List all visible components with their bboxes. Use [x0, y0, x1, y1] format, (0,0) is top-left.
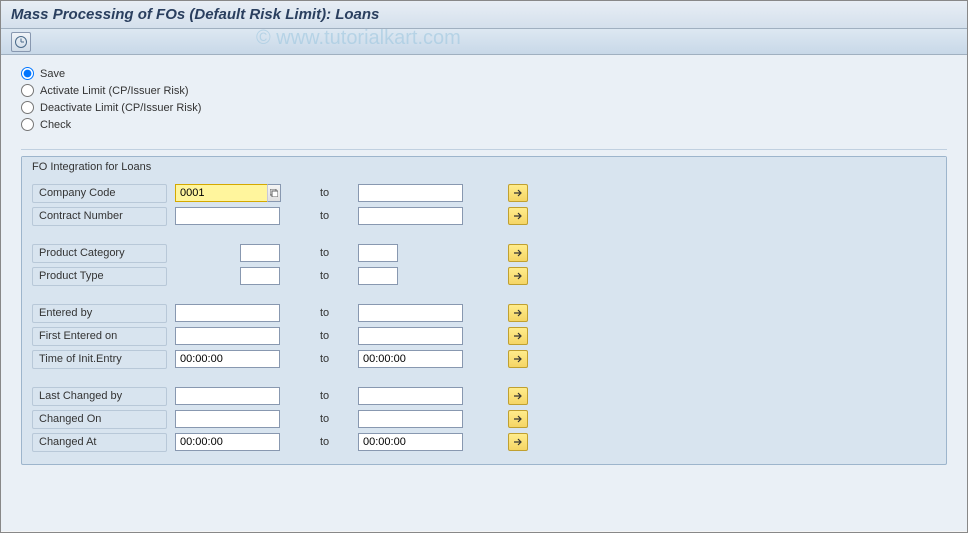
multi-last-changed-by[interactable]: [508, 387, 528, 405]
row-product-category: Product Category to: [32, 242, 936, 264]
arrow-right-icon: [512, 391, 524, 401]
row-time-init-entry: Time of Init.Entry to: [32, 348, 936, 370]
radio-check[interactable]: [21, 118, 34, 131]
to-product-type: to: [320, 270, 350, 282]
input-contract-number-to[interactable]: [358, 207, 463, 225]
f4-company-code[interactable]: [267, 184, 281, 202]
input-product-category-to[interactable]: [358, 244, 398, 262]
multi-first-entered-on[interactable]: [508, 327, 528, 345]
radio-activate[interactable]: [21, 84, 34, 97]
arrow-right-icon: [512, 414, 524, 424]
arrow-right-icon: [512, 354, 524, 364]
input-product-type-from[interactable]: [240, 267, 280, 285]
multi-entered-by[interactable]: [508, 304, 528, 322]
page-title: Mass Processing of FOs (Default Risk Lim…: [11, 6, 379, 23]
to-company-code: to: [320, 187, 350, 199]
groupbox-title: FO Integration for Loans: [22, 157, 946, 178]
input-time-init-entry-from[interactable]: [175, 350, 280, 368]
radio-check-row: Check: [21, 118, 947, 131]
multi-company-code[interactable]: [508, 184, 528, 202]
to-entered-by: to: [320, 307, 350, 319]
input-product-category-from[interactable]: [240, 244, 280, 262]
radio-check-label: Check: [40, 119, 71, 131]
input-product-type-to[interactable]: [358, 267, 398, 285]
content-area: © www.tutorialkart.com Save Activate Lim…: [1, 55, 967, 531]
row-changed-on: Changed On to: [32, 408, 936, 430]
to-changed-on: to: [320, 413, 350, 425]
toolbar: [1, 29, 967, 55]
input-last-changed-by-to[interactable]: [358, 387, 463, 405]
radio-deactivate[interactable]: [21, 101, 34, 114]
radio-deactivate-label: Deactivate Limit (CP/Issuer Risk): [40, 102, 201, 114]
radio-save-label: Save: [40, 68, 65, 80]
to-changed-at: to: [320, 436, 350, 448]
to-contract-number: to: [320, 210, 350, 222]
row-company-code: Company Code to: [32, 182, 936, 204]
input-last-changed-by-from[interactable]: [175, 387, 280, 405]
multi-product-category[interactable]: [508, 244, 528, 262]
input-company-code-to[interactable]: [358, 184, 463, 202]
divider: [21, 149, 947, 150]
arrow-right-icon: [512, 437, 524, 447]
to-last-changed-by: to: [320, 390, 350, 402]
arrow-right-icon: [512, 271, 524, 281]
radio-save[interactable]: [21, 67, 34, 80]
radio-activate-label: Activate Limit (CP/Issuer Risk): [40, 85, 189, 97]
arrow-right-icon: [512, 331, 524, 341]
input-contract-number-from[interactable]: [175, 207, 280, 225]
input-changed-on-to[interactable]: [358, 410, 463, 428]
radio-save-row: Save: [21, 67, 947, 80]
to-time-init-entry: to: [320, 353, 350, 365]
row-changed-at: Changed At to: [32, 431, 936, 453]
multi-time-init-entry[interactable]: [508, 350, 528, 368]
multi-changed-on[interactable]: [508, 410, 528, 428]
groupbox-body: Company Code to Contract Number to: [22, 178, 946, 464]
label-entered-by: Entered by: [32, 304, 167, 323]
multi-changed-at[interactable]: [508, 433, 528, 451]
search-help-icon: [270, 189, 278, 197]
arrow-right-icon: [512, 248, 524, 258]
row-contract-number: Contract Number to: [32, 205, 936, 227]
label-company-code: Company Code: [32, 184, 167, 203]
input-time-init-entry-to[interactable]: [358, 350, 463, 368]
label-contract-number: Contract Number: [32, 207, 167, 226]
label-last-changed-by: Last Changed by: [32, 387, 167, 406]
label-changed-at: Changed At: [32, 433, 167, 452]
multi-product-type[interactable]: [508, 267, 528, 285]
to-first-entered-on: to: [320, 330, 350, 342]
action-radio-group: Save Activate Limit (CP/Issuer Risk) Dea…: [21, 67, 947, 131]
input-company-code-from[interactable]: [175, 184, 280, 202]
label-first-entered-on: First Entered on: [32, 327, 167, 346]
arrow-right-icon: [512, 308, 524, 318]
input-entered-by-from[interactable]: [175, 304, 280, 322]
to-product-category: to: [320, 247, 350, 259]
radio-activate-row: Activate Limit (CP/Issuer Risk): [21, 84, 947, 97]
clock-icon: [14, 35, 28, 49]
row-last-changed-by: Last Changed by to: [32, 385, 936, 407]
row-entered-by: Entered by to: [32, 302, 936, 324]
input-changed-at-from[interactable]: [175, 433, 280, 451]
input-changed-on-from[interactable]: [175, 410, 280, 428]
label-product-type: Product Type: [32, 267, 167, 286]
label-product-category: Product Category: [32, 244, 167, 263]
input-first-entered-on-from[interactable]: [175, 327, 280, 345]
label-changed-on: Changed On: [32, 410, 167, 429]
multi-contract-number[interactable]: [508, 207, 528, 225]
input-changed-at-to[interactable]: [358, 433, 463, 451]
input-first-entered-on-to[interactable]: [358, 327, 463, 345]
title-bar: Mass Processing of FOs (Default Risk Lim…: [1, 1, 967, 29]
label-time-init-entry: Time of Init.Entry: [32, 350, 167, 369]
radio-deactivate-row: Deactivate Limit (CP/Issuer Risk): [21, 101, 947, 114]
row-first-entered-on: First Entered on to: [32, 325, 936, 347]
input-entered-by-to[interactable]: [358, 304, 463, 322]
fo-integration-groupbox: FO Integration for Loans Company Code to: [21, 156, 947, 465]
arrow-right-icon: [512, 211, 524, 221]
execute-button[interactable]: [11, 32, 31, 52]
arrow-right-icon: [512, 188, 524, 198]
row-product-type: Product Type to: [32, 265, 936, 287]
